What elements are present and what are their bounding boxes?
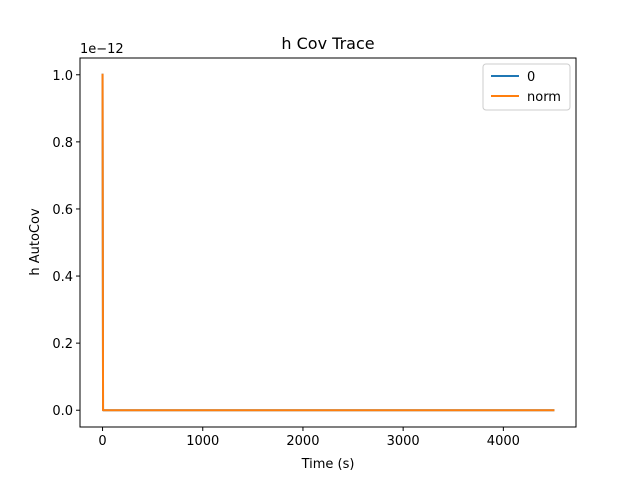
- y-tick-label: 0.8: [52, 136, 73, 151]
- series-line-1: [101, 73, 555, 412]
- y-tick-label: 0.6: [52, 203, 73, 218]
- y-offset-label: 1e−12: [80, 42, 124, 57]
- y-tick-label: 0.0: [52, 404, 73, 419]
- x-tick-label: 1000: [186, 434, 219, 449]
- legend-label-1: norm: [527, 90, 561, 105]
- legend-label-0: 0: [527, 70, 535, 85]
- x-tick-label: 4000: [487, 434, 520, 449]
- x-axis-label: Time (s): [301, 457, 355, 472]
- x-tick-label: 2000: [286, 434, 319, 449]
- y-tick-label: 0.2: [52, 337, 73, 352]
- plot-area: 0 1000 2000 3000 4000 0.0 0.2 0.4 0.6 0.8 1.0: [52, 57, 577, 449]
- x-tick-label: 0: [98, 434, 106, 449]
- x-tick-label: 3000: [387, 434, 420, 449]
- y-tick-label: 0.4: [52, 270, 73, 285]
- y-axis-label: h AutoCov: [28, 208, 43, 276]
- y-tick-label: 1.0: [52, 69, 73, 84]
- legend: 0 norm: [482, 63, 571, 111]
- chart-title: h Cov Trace: [281, 34, 374, 53]
- axes-frame: [79, 57, 577, 428]
